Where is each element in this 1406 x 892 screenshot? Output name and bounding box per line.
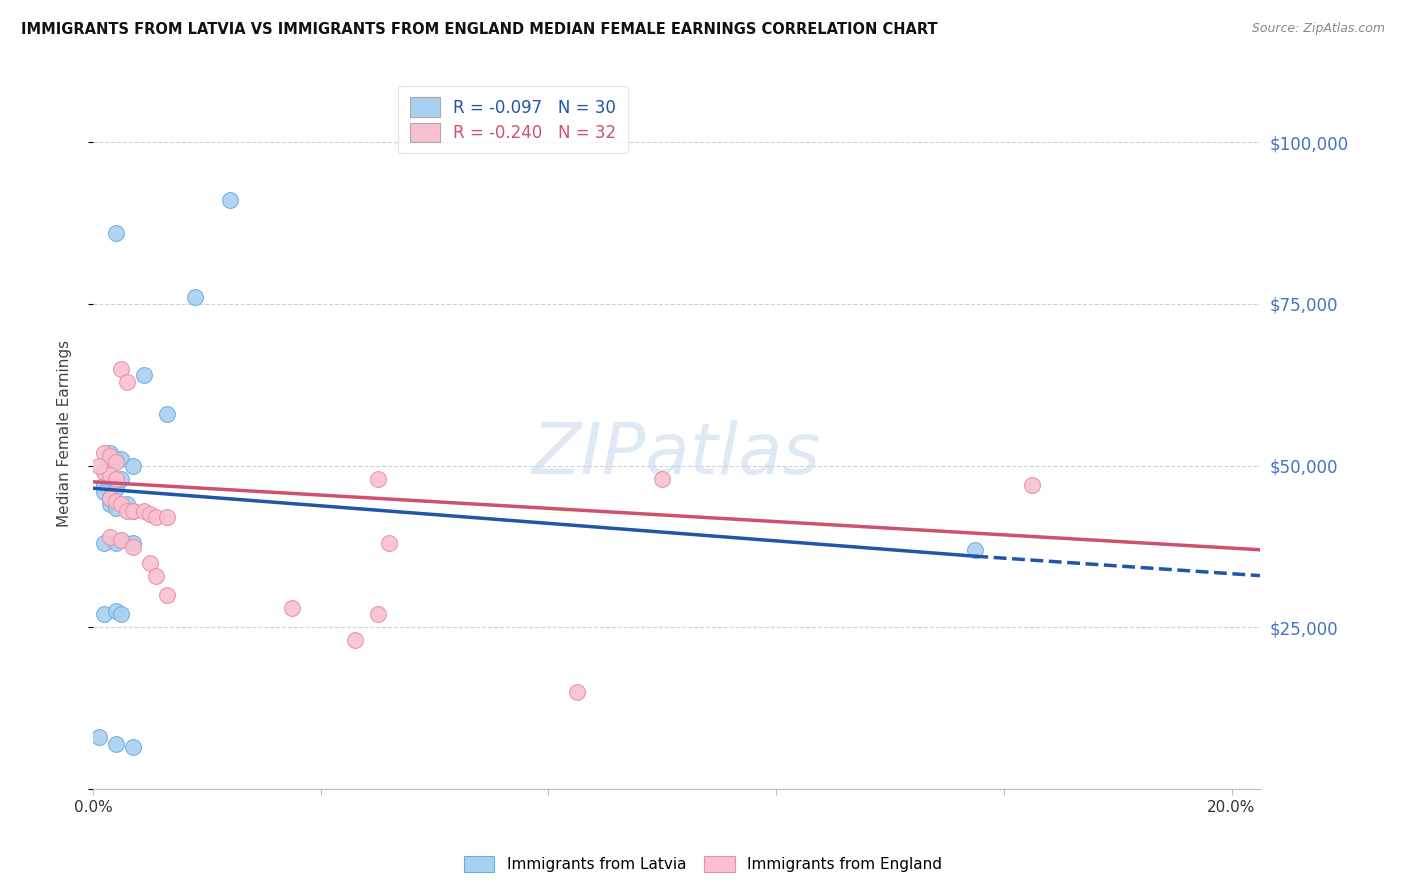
Point xyxy=(139,507,162,521)
Point xyxy=(115,498,138,512)
Point xyxy=(565,685,588,699)
Point xyxy=(156,588,179,602)
Point xyxy=(121,504,143,518)
Point xyxy=(104,737,127,751)
Point xyxy=(367,472,389,486)
Point xyxy=(104,226,127,240)
Point xyxy=(110,533,132,547)
Point xyxy=(98,530,121,544)
Point xyxy=(343,633,366,648)
Point xyxy=(367,607,389,622)
Point xyxy=(104,494,127,508)
Point xyxy=(93,536,115,550)
Point xyxy=(145,568,167,582)
Point xyxy=(281,601,304,615)
Point xyxy=(98,491,121,505)
Point xyxy=(110,498,132,512)
Point xyxy=(110,452,132,467)
Point xyxy=(93,465,115,479)
Point xyxy=(98,498,121,512)
Point xyxy=(98,468,121,483)
Point xyxy=(145,510,167,524)
Point xyxy=(134,368,156,382)
Point xyxy=(104,472,127,486)
Point xyxy=(104,481,127,495)
Point xyxy=(378,536,401,550)
Point xyxy=(139,556,162,570)
Point xyxy=(110,361,132,376)
Point xyxy=(184,290,207,304)
Point xyxy=(87,458,110,473)
Point xyxy=(93,478,115,492)
Text: IMMIGRANTS FROM LATVIA VS IMMIGRANTS FROM ENGLAND MEDIAN FEMALE EARNINGS CORRELA: IMMIGRANTS FROM LATVIA VS IMMIGRANTS FRO… xyxy=(21,22,938,37)
Text: ZIPatlas: ZIPatlas xyxy=(531,420,821,489)
Point xyxy=(121,504,143,518)
Legend: R = -0.097   N = 30, R = -0.240   N = 32: R = -0.097 N = 30, R = -0.240 N = 32 xyxy=(398,86,628,153)
Y-axis label: Median Female Earnings: Median Female Earnings xyxy=(58,340,72,527)
Point xyxy=(134,504,156,518)
Point xyxy=(110,607,132,622)
Point xyxy=(121,740,143,755)
Point xyxy=(110,533,132,547)
Point xyxy=(965,542,987,557)
Point xyxy=(104,455,127,469)
Point xyxy=(93,446,115,460)
Point xyxy=(156,407,179,421)
Point xyxy=(156,510,179,524)
Point xyxy=(98,491,121,505)
Point xyxy=(93,484,115,499)
Point xyxy=(121,458,143,473)
Point xyxy=(98,446,121,460)
Point xyxy=(121,536,143,550)
Point xyxy=(115,504,138,518)
Point xyxy=(93,607,115,622)
Point xyxy=(104,604,127,618)
Point xyxy=(104,536,127,550)
Point xyxy=(651,472,673,486)
Text: Source: ZipAtlas.com: Source: ZipAtlas.com xyxy=(1251,22,1385,36)
Point xyxy=(98,449,121,463)
Point xyxy=(1021,478,1043,492)
Point xyxy=(104,452,127,467)
Point xyxy=(110,472,132,486)
Point xyxy=(115,375,138,389)
Legend: Immigrants from Latvia, Immigrants from England: Immigrants from Latvia, Immigrants from … xyxy=(456,848,950,880)
Point xyxy=(87,731,110,745)
Point xyxy=(121,540,143,554)
Point xyxy=(98,475,121,489)
Point xyxy=(104,500,127,515)
Point xyxy=(218,194,240,208)
